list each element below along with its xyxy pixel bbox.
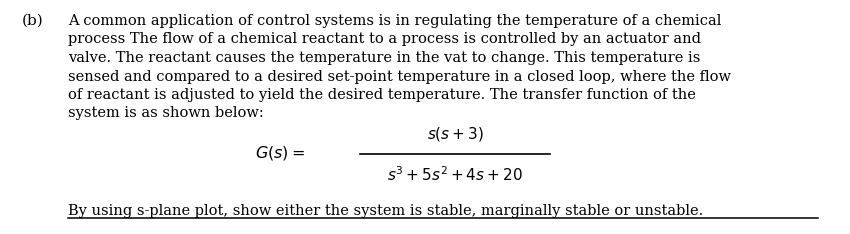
Text: sensed and compared to a desired set-point temperature in a closed loop, where t: sensed and compared to a desired set-poi… — [68, 69, 731, 84]
Text: (b): (b) — [22, 14, 43, 28]
Text: valve. The reactant causes the temperature in the vat to change. This temperatur: valve. The reactant causes the temperatu… — [68, 51, 700, 65]
Text: $\mathit{G}(\mathit{s}) =$: $\mathit{G}(\mathit{s}) =$ — [255, 144, 305, 162]
Text: A common application of control systems is in regulating the temperature of a ch: A common application of control systems … — [68, 14, 722, 28]
Text: process The flow of a chemical reactant to a process is controlled by an actuato: process The flow of a chemical reactant … — [68, 33, 701, 47]
Text: $\mathit{s}(\mathit{s}+3)$: $\mathit{s}(\mathit{s}+3)$ — [427, 125, 484, 143]
Text: By using s-plane plot, show either the system is stable, marginally stable or un: By using s-plane plot, show either the s… — [68, 204, 703, 218]
Text: system is as shown below:: system is as shown below: — [68, 106, 264, 121]
Text: $\mathit{s}^3 + 5\mathit{s}^2 + 4\mathit{s} + 20$: $\mathit{s}^3 + 5\mathit{s}^2 + 4\mathit… — [387, 165, 523, 184]
Text: of reactant is adjusted to yield the desired temperature. The transfer function : of reactant is adjusted to yield the des… — [68, 88, 696, 102]
